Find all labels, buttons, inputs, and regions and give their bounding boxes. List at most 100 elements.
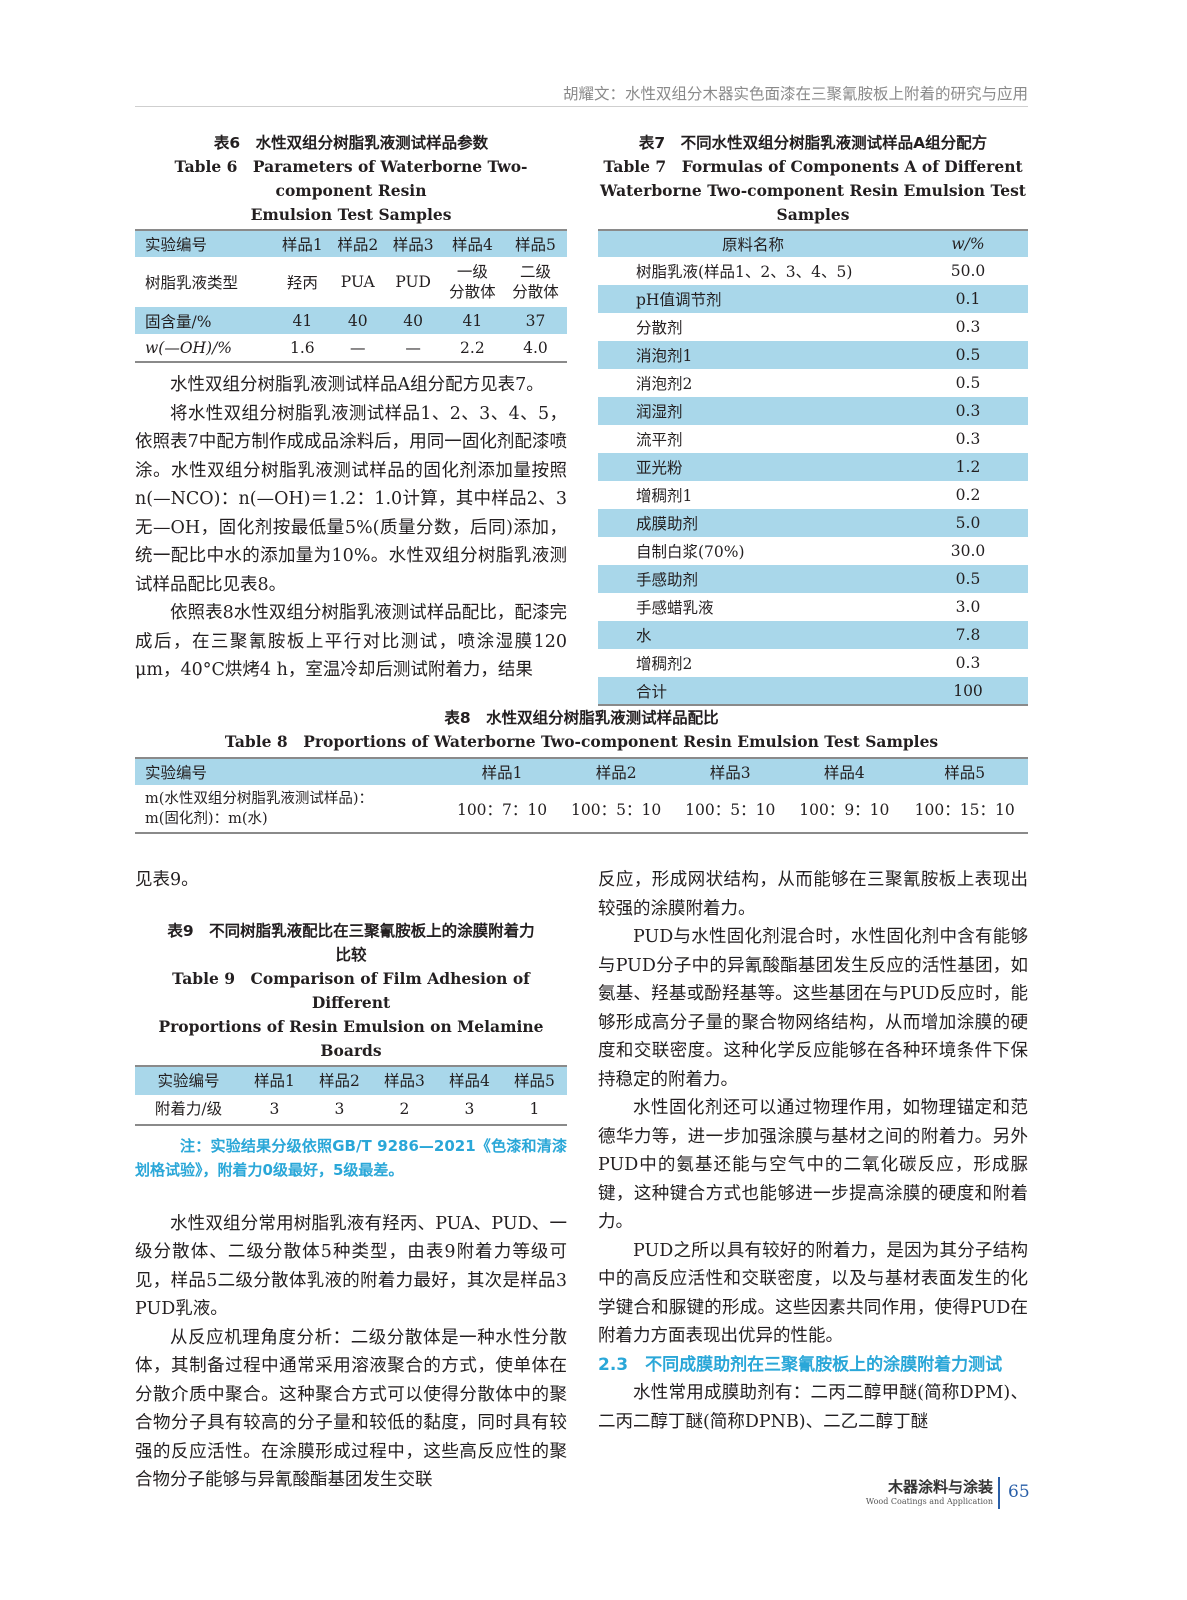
paragraph: 从反应机理角度分析：二级分散体是一种水性分散体，其制备过程中通常采用溶液聚合的方… — [135, 1327, 567, 1491]
table7-cell: 0.3 — [955, 654, 981, 672]
table9-cell: 附着力/级 — [135, 1095, 242, 1126]
table7-cell: 手感蜡乳液 — [636, 599, 714, 617]
table6-header: 实验编号 — [135, 229, 275, 257]
paragraph: 见表9。 — [135, 870, 199, 890]
page-number: 65 — [1008, 1482, 1030, 1502]
paragraph: 水性双组分常用树脂乳液有羟丙、PUA、PUD、一级分散体、二级分散体5种类型，由… — [135, 1213, 567, 1320]
table6-header: 样品3 — [385, 229, 441, 257]
table-row: 增稠剂2 0.3 — [598, 649, 1028, 677]
table6-cell: 固含量/% — [135, 307, 275, 334]
table8-cell: 100：15：10 — [901, 785, 1028, 834]
table7-cell: 增稠剂2 — [636, 655, 693, 673]
header-rule — [135, 106, 1028, 107]
table6-cell: 41 — [440, 307, 504, 334]
table-row: m(水性双组分树脂乳液测试样品)： m(固化剂)：m(水) 100：7：10 1… — [135, 785, 1028, 834]
table7-cell: 自制白浆(70%) — [636, 543, 745, 561]
table6-header: 样品5 — [503, 229, 567, 257]
table6-header: 样品1 — [274, 229, 331, 257]
table9-header: 样品4 — [436, 1064, 502, 1095]
journal-name-en: Wood Coatings and Application — [865, 1497, 993, 1506]
table8-title-zh: 表8 水性双组分树脂乳液测试样品配比 — [444, 709, 719, 727]
table-row: 消泡剂1 0.5 — [598, 341, 1028, 369]
table9-cell: 3 — [306, 1095, 372, 1126]
table-row: 消泡剂2 0.5 — [598, 369, 1028, 397]
table6-title-en-1: Table 6 Parameters of Waterborne Two-com… — [174, 157, 528, 200]
table8-cell: 100：5：10 — [673, 785, 788, 834]
paragraph: 将水性双组分树脂乳液测试样品1、2、3、4、5，依照表7中配方制作成成品涂料后，… — [135, 403, 567, 595]
table6-cell: 1.6 — [274, 334, 331, 363]
table7-cell: 0.3 — [908, 397, 1028, 425]
table7-cell: 100 — [908, 677, 1028, 706]
table7-cell: 0.1 — [908, 285, 1028, 313]
table8-header-row: 实验编号 样品1 样品2 样品3 样品4 样品5 — [135, 757, 1028, 785]
paragraph: 反应，形成网状结构，从而能够在三聚氰胺板上表现出较强的涂膜附着力。 — [598, 870, 1028, 919]
table9-header: 样品3 — [371, 1064, 437, 1095]
right-column-bottom: 反应，形成网状结构，从而能够在三聚氰胺板上表现出较强的涂膜附着力。 PUD与水性… — [598, 866, 1028, 1436]
table8-cell: 100：5：10 — [559, 785, 674, 834]
table8-header: 样品1 — [445, 757, 560, 785]
table6-cell: 41 — [274, 307, 331, 334]
table8-row-label: m(水性双组分树脂乳液测试样品)： m(固化剂)：m(水) — [135, 785, 445, 834]
table7-cell: 成膜助剂 — [598, 509, 908, 537]
table7-cell: 亚光粉 — [598, 453, 908, 481]
table-row: 润湿剂 0.3 — [598, 397, 1028, 425]
table8: 实验编号 样品1 样品2 样品3 样品4 样品5 m(水性双组分树脂乳液测试样品… — [135, 757, 1028, 834]
table7-header-row: 原料名称 w/% — [598, 229, 1028, 257]
table9-note: 注：实验结果分级依照GB/T 9286—2021《色漆和清漆 划格试验》，附着力… — [135, 1136, 583, 1179]
table9-cell: 1 — [501, 1095, 567, 1126]
table6-cell: — — [330, 334, 386, 363]
table7-cell: pH值调节剂 — [598, 285, 908, 313]
table6-title-zh: 表6 水性双组分树脂乳液测试样品参数 — [213, 134, 489, 152]
paragraph: PUD之所以具有较好的附着力，是因为其分子结构中的高反应活性和交联密度，以及与基… — [598, 1240, 1028, 1347]
table6-header: 样品4 — [440, 229, 504, 257]
table7-cell: 树脂乳液(样品1、2、3、4、5) — [636, 263, 853, 281]
table-row: 固含量/% 41 40 40 41 37 — [135, 307, 567, 334]
table6-cell: 2.2 — [440, 334, 504, 363]
table7-cell: 30.0 — [950, 542, 986, 560]
table-row: w(—OH)/% 1.6 — — 2.2 4.0 — [135, 334, 567, 363]
table7-cell: 0.2 — [955, 486, 981, 504]
table6-block: 表6 水性双组分树脂乳液测试样品参数 Table 6 Parameters of… — [135, 131, 567, 363]
table8-cell: 100：7：10 — [445, 785, 560, 834]
table-row: 分散剂 0.3 — [598, 313, 1028, 341]
table9-header: 样品2 — [306, 1064, 372, 1095]
paragraph: 水性常用成膜助剂有：二丙二醇甲醚(简称DPM)、二丙二醇丁醚(简称DPNB)、二… — [598, 1383, 1028, 1432]
table9-caption: 表9 不同树脂乳液配比在三聚氰胺板上的涂膜附着力 比较 Table 9 Comp… — [135, 919, 567, 1063]
table9-title-en-2: Proportions of Resin Emulsion on Melamin… — [158, 1016, 544, 1060]
paragraph: 依照表8水性双组分树脂乳液测试样品配比，配漆完成后，在三聚氰胺板上平行对比测试，… — [135, 603, 567, 680]
table6-cell: PUA — [340, 273, 375, 291]
table6-header: 样品2 — [330, 229, 386, 257]
table6-cell: 羟丙 — [286, 274, 318, 292]
table6-caption: 表6 水性双组分树脂乳液测试样品参数 Table 6 Parameters of… — [135, 131, 567, 227]
table-row: pH值调节剂 0.1 — [598, 285, 1028, 313]
table9-title-en-1: Table 9 Comparison of Film Adhesion of D… — [172, 968, 530, 1012]
footer-divider — [998, 1477, 1000, 1509]
table6-cell: — — [385, 334, 441, 363]
table7-cell: 1.2 — [908, 453, 1028, 481]
table7-cell: 0.5 — [908, 341, 1028, 369]
table9-title-zh-1: 表9 不同树脂乳液配比在三聚氰胺板上的涂膜附着力 — [167, 921, 535, 940]
table7-title-zh: 表7 不同水性双组分树脂乳液测试样品A组分配方 — [638, 134, 988, 152]
table-row: 手感助剂 0.5 — [598, 565, 1028, 593]
table9-header: 实验编号 — [135, 1064, 242, 1095]
table7-cell: 合计 — [598, 677, 908, 706]
table-row: 亚光粉 1.2 — [598, 453, 1028, 481]
table8-row-label-line1: m(水性双组分树脂乳液测试样品)： — [145, 790, 374, 807]
table7-cell: 分散剂 — [636, 319, 683, 337]
table7-cell: 7.8 — [908, 621, 1028, 649]
table9-header: 样品5 — [501, 1064, 567, 1095]
left-column-top-text: 水性双组分树脂乳液测试样品A组分配方见表7。 将水性双组分树脂乳液测试样品1、2… — [135, 371, 567, 685]
table7-cell: 3.0 — [955, 598, 981, 616]
table-row: 水 7.8 — [598, 621, 1028, 649]
table8-cell: 100：9：10 — [787, 785, 902, 834]
table6-cell: 40 — [330, 307, 386, 334]
table7-title-en-2: Waterborne Two-component Resin Emulsion … — [600, 181, 1026, 224]
table6-header-row: 实验编号 样品1 样品2 样品3 样品4 样品5 — [135, 229, 567, 257]
paragraph: 水性双组分树脂乳液测试样品A组分配方见表7。 — [170, 375, 544, 395]
table8-title-en: Table 8 Proportions of Waterborne Two-co… — [224, 732, 939, 751]
table7-cell: 水 — [598, 621, 908, 649]
table8-block: 表8 水性双组分树脂乳液测试样品配比 Table 8 Proportions o… — [135, 706, 1028, 834]
table8-header: 样品5 — [901, 757, 1028, 785]
table9: 实验编号 样品1 样品2 样品3 样品4 样品5 附着力/级 3 3 2 3 1 — [135, 1064, 567, 1126]
table-row: 成膜助剂 5.0 — [598, 509, 1028, 537]
